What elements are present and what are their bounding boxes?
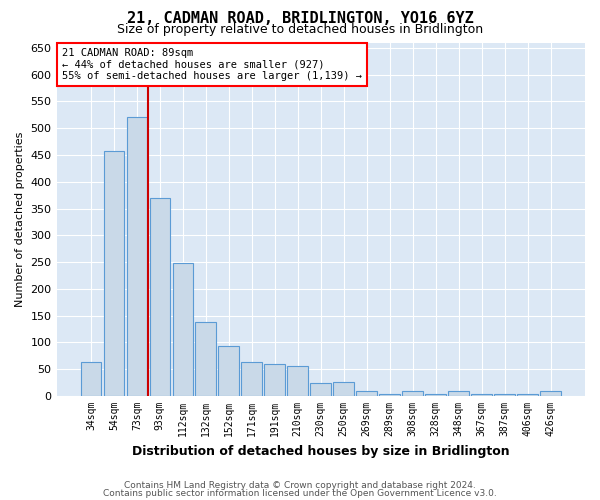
Bar [472, 394, 492, 396]
Bar [517, 394, 538, 396]
Y-axis label: Number of detached properties: Number of detached properties [15, 132, 25, 307]
X-axis label: Distribution of detached houses by size in Bridlington: Distribution of detached houses by size … [132, 444, 509, 458]
Bar [540, 390, 561, 396]
Text: 21, CADMAN ROAD, BRIDLINGTON, YO16 6YZ: 21, CADMAN ROAD, BRIDLINGTON, YO16 6YZ [127, 11, 473, 26]
Bar [149, 198, 170, 396]
Bar [287, 366, 308, 396]
Bar [265, 364, 285, 396]
Bar [310, 382, 331, 396]
Text: Contains public sector information licensed under the Open Government Licence v3: Contains public sector information licen… [103, 488, 497, 498]
Bar [403, 390, 423, 396]
Bar [425, 394, 446, 396]
Bar [494, 394, 515, 396]
Text: Size of property relative to detached houses in Bridlington: Size of property relative to detached ho… [117, 22, 483, 36]
Bar [356, 390, 377, 396]
Bar [80, 362, 101, 396]
Bar [127, 118, 147, 396]
Text: Contains HM Land Registry data © Crown copyright and database right 2024.: Contains HM Land Registry data © Crown c… [124, 481, 476, 490]
Bar [104, 150, 124, 396]
Bar [241, 362, 262, 396]
Bar [196, 322, 216, 396]
Bar [334, 382, 354, 396]
Bar [218, 346, 239, 396]
Bar [173, 263, 193, 396]
Bar [448, 390, 469, 396]
Bar [379, 394, 400, 396]
Text: 21 CADMAN ROAD: 89sqm
← 44% of detached houses are smaller (927)
55% of semi-det: 21 CADMAN ROAD: 89sqm ← 44% of detached … [62, 48, 362, 81]
